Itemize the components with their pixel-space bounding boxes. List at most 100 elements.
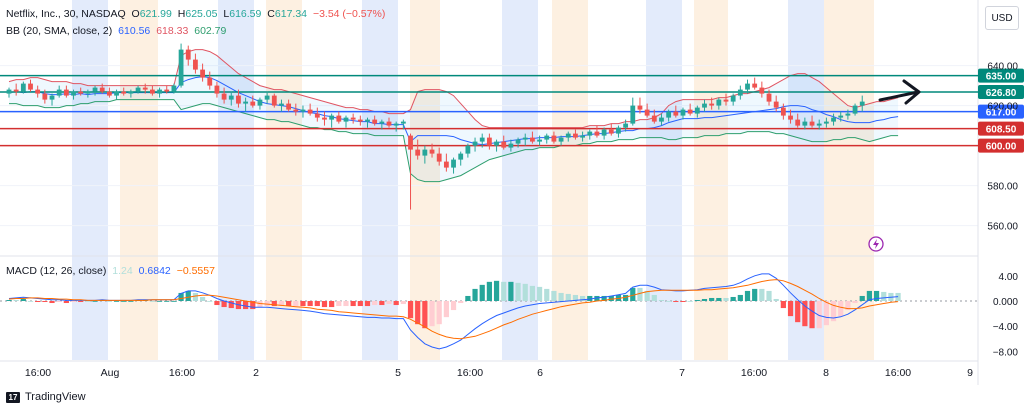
time-tick-label: 16:00	[169, 367, 195, 379]
candle-body	[558, 137, 564, 142]
candle-body	[279, 103, 284, 106]
macd-histogram-bar	[63, 301, 69, 304]
candle-body	[594, 131, 600, 136]
candle-body	[745, 83, 750, 90]
macd-histogram-bar	[321, 301, 328, 308]
session-shade	[788, 0, 824, 360]
time-tick-label: 2	[253, 367, 259, 379]
macd-histogram-bar	[666, 301, 672, 302]
macd-histogram-bar	[436, 301, 442, 325]
candle-body	[580, 135, 585, 138]
bb-legend[interactable]: BB (20, SMA, close, 2) 610.56 618.33 602…	[6, 25, 229, 37]
candle-body	[766, 93, 772, 102]
macd-hist-value: 1.24	[112, 265, 133, 277]
candle-body	[99, 87, 105, 92]
candle-body	[293, 109, 299, 112]
candle-body	[429, 149, 435, 154]
candle-body	[408, 135, 413, 150]
candle-body	[42, 93, 48, 100]
macd-histogram-bar	[185, 290, 191, 301]
candle-body	[350, 117, 356, 120]
macd-histogram-bar	[243, 301, 249, 310]
macd-histogram-bar	[20, 298, 26, 301]
candle-body	[637, 105, 643, 110]
candle-body	[250, 101, 256, 106]
macd-histogram-bar	[271, 301, 277, 307]
level-label: 635.00	[986, 72, 1017, 83]
candle-body	[852, 105, 858, 114]
macd-histogram-bar	[723, 297, 729, 301]
candle-body	[702, 103, 707, 108]
macd-histogram-bar	[156, 301, 163, 302]
time-tick-label: 16:00	[25, 367, 51, 379]
candle-body	[530, 137, 535, 142]
macd-histogram-bar	[78, 301, 84, 303]
candle-body	[300, 109, 306, 112]
level-label: 617.00	[986, 108, 1017, 119]
macd-histogram-bar	[551, 290, 557, 301]
macd-histogram-bar	[881, 291, 887, 301]
candle-body	[723, 99, 729, 102]
bb-upper-value: 618.33	[156, 25, 189, 37]
macd-histogram-bar	[400, 301, 406, 305]
flash-icon-bolt	[873, 239, 879, 249]
tradingview-logo-icon[interactable]: 17	[6, 391, 20, 403]
macd-histogram-bar	[250, 301, 256, 310]
macd-histogram-bar	[752, 288, 758, 301]
candle-body	[687, 109, 693, 114]
macd-histogram-bar	[49, 301, 55, 304]
candle-body	[178, 49, 184, 86]
candle-body	[307, 109, 313, 114]
low-value: 616.59	[229, 8, 262, 20]
macd-histogram-bar	[171, 301, 177, 302]
time-tick-label: 16:00	[457, 367, 483, 379]
candle-body	[694, 107, 700, 114]
macd-legend[interactable]: MACD (12, 26, close) 1.24 0.6842 −0.5557	[6, 265, 218, 277]
brand-name: TradingView	[25, 391, 86, 403]
candle-body	[730, 95, 736, 102]
high-label: H	[177, 8, 186, 20]
price-tick-label: 580.00	[987, 182, 1018, 193]
macd-histogram-bar	[687, 301, 693, 302]
macd-histogram-bar	[615, 294, 622, 301]
candle-body	[28, 83, 33, 90]
session-shade	[362, 0, 398, 360]
macd-histogram-bar	[587, 295, 593, 301]
macd-histogram-bar	[56, 301, 62, 303]
candle-body	[164, 89, 170, 92]
macd-histogram-bar	[508, 281, 514, 301]
macd-histogram-bar	[673, 301, 679, 303]
candle-body	[400, 121, 406, 124]
macd-histogram-bar	[199, 296, 206, 301]
macd-histogram-bar	[601, 295, 607, 301]
candle-body	[802, 121, 808, 126]
macd-histogram-bar	[343, 301, 349, 307]
candle-body	[644, 109, 650, 116]
candle-body	[780, 107, 786, 116]
level-label: 600.00	[986, 142, 1017, 153]
symbol-name[interactable]: Netflix, Inc., 30, NASDAQ	[6, 8, 126, 20]
open-label: O	[131, 8, 140, 20]
session-shade	[824, 0, 874, 360]
candle-body	[114, 91, 119, 96]
candle-body	[816, 123, 822, 126]
macd-histogram-bar	[852, 301, 858, 304]
macd-histogram-bar	[314, 301, 320, 307]
macd-histogram-bar	[286, 301, 292, 307]
candle-body	[859, 101, 865, 106]
macd-histogram-bar	[594, 295, 600, 301]
candle-body	[630, 105, 636, 124]
time-tick-label: 7	[679, 367, 685, 379]
macd-histogram-bar	[357, 301, 363, 307]
candle-body	[845, 113, 851, 116]
macd-histogram-bar	[386, 301, 392, 305]
macd-histogram-bar	[85, 301, 91, 302]
candle-body	[601, 129, 607, 136]
macd-histogram-bar	[278, 301, 285, 307]
macd-histogram-bar	[608, 295, 614, 301]
macd-histogram-bar	[558, 292, 564, 301]
macd-histogram-bar	[329, 301, 335, 308]
macd-histogram-bar	[744, 290, 751, 301]
currency-button[interactable]: USD	[985, 6, 1019, 30]
